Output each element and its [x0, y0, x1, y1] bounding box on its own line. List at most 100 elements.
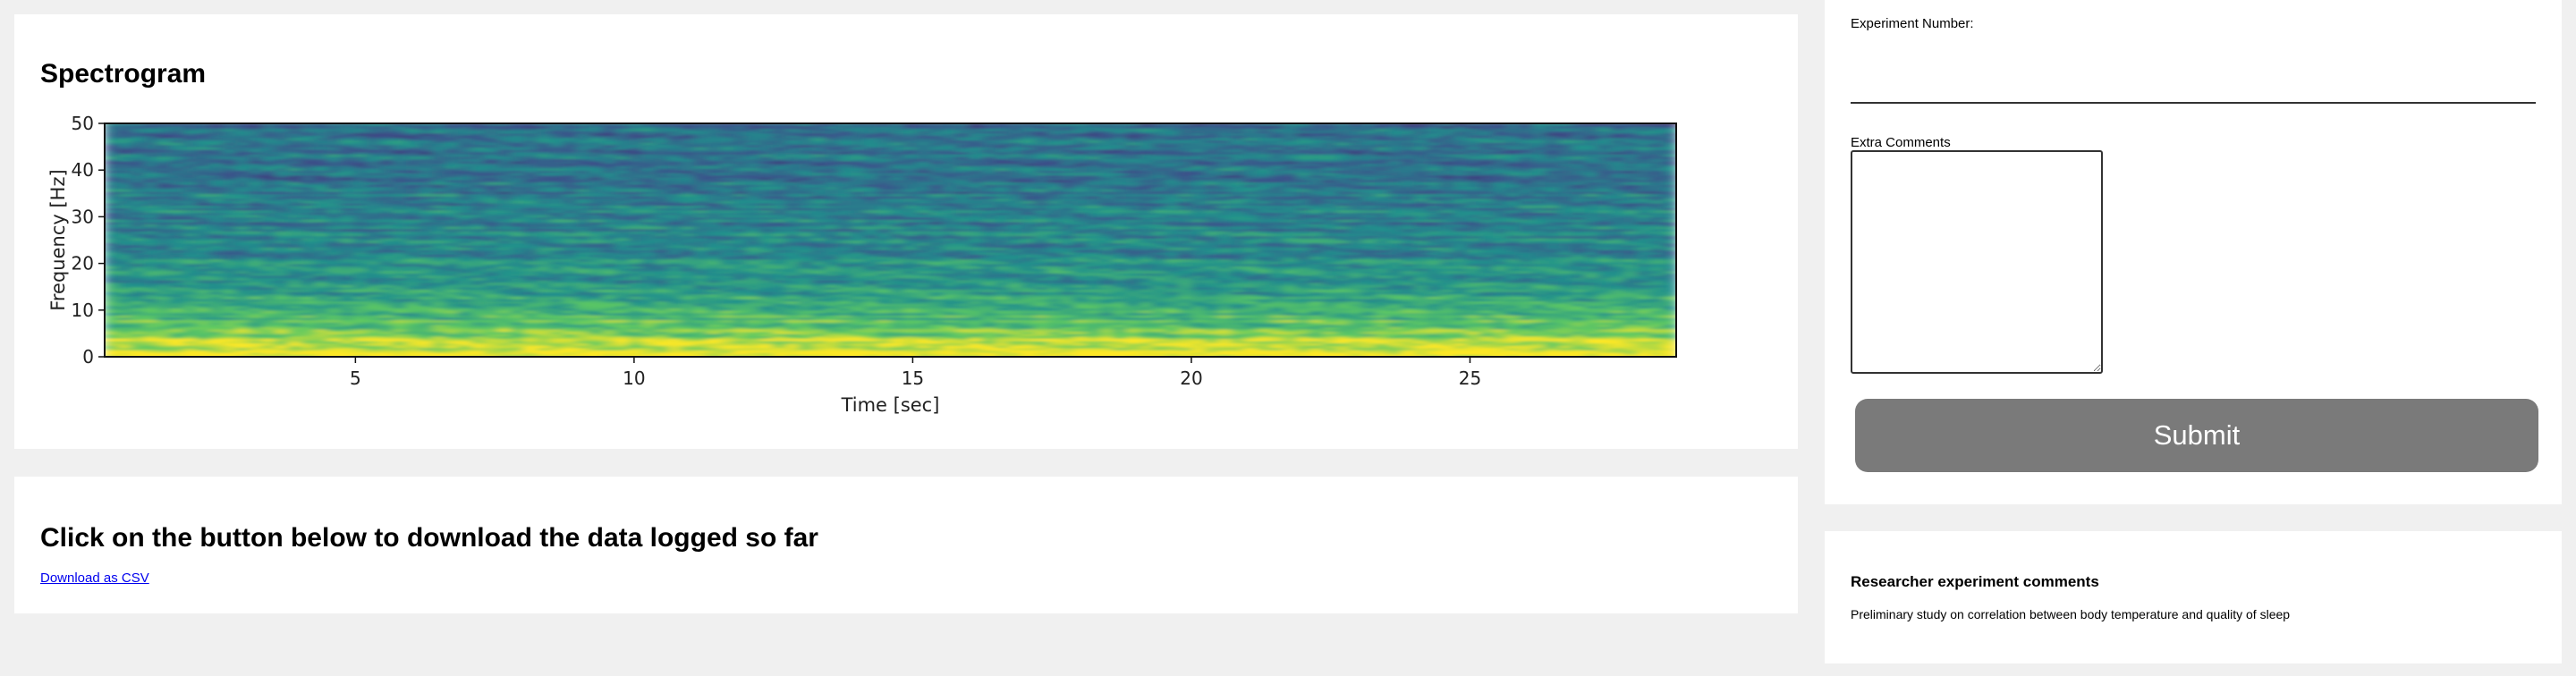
spectrogram-cell: [576, 338, 590, 342]
spectrogram-cell: [890, 266, 904, 269]
spectrogram-cell: [366, 293, 381, 297]
spectrogram-cell: [1270, 286, 1284, 291]
spectrogram-cell: [825, 338, 839, 342]
spectrogram-cell: [628, 293, 643, 297]
spectrogram-cell: [1414, 300, 1428, 304]
spectrogram-cell: [1584, 296, 1598, 300]
spectrogram-cell: [693, 350, 708, 353]
spectrogram-cell: [772, 277, 787, 281]
spectrogram-cell: [1401, 284, 1415, 288]
spectrogram-cell: [1361, 291, 1377, 295]
spectrogram-cell: [628, 302, 643, 307]
spectrogram-cell: [275, 273, 289, 276]
spectrogram-cell: [1257, 270, 1271, 274]
spectrogram-cell: [1401, 298, 1415, 302]
spectrogram-cell: [157, 284, 172, 288]
spectrogram-cell: [955, 342, 970, 346]
spectrogram-cell: [563, 315, 577, 318]
spectrogram-cell: [117, 305, 132, 308]
spectrogram-cell: [720, 266, 734, 269]
spectrogram-cell: [1270, 279, 1284, 283]
spectrogram-cell: [523, 302, 538, 307]
spectrogram-cell: [157, 291, 172, 295]
spectrogram-cell: [681, 328, 695, 333]
spectrogram-cell: [235, 279, 250, 283]
spectrogram-cell: [275, 317, 289, 321]
spectrogram-cell: [1558, 338, 1572, 342]
spectrogram-cell: [314, 293, 328, 297]
spectrogram-cell: [1021, 300, 1036, 304]
spectrogram-cell: [955, 312, 970, 316]
spectrogram-cell: [1479, 344, 1494, 349]
spectrogram-cell: [890, 300, 904, 304]
spectrogram-cell: [287, 315, 302, 318]
spectrogram-cell: [602, 300, 616, 304]
spectrogram-cell: [1597, 298, 1612, 302]
spectrogram-cell: [1087, 293, 1101, 297]
spectrogram-cell: [615, 289, 630, 292]
spectrogram-cell: [379, 291, 394, 295]
spectrogram-cell: [929, 333, 944, 337]
spectrogram-cell: [759, 305, 774, 308]
spectrogram-cell: [825, 319, 839, 323]
spectrogram-cell: [1243, 270, 1258, 274]
spectrogram-cell: [1649, 286, 1665, 291]
spectrogram-cell: [1493, 267, 1507, 272]
spectrogram-cell: [366, 296, 381, 300]
spectrogram-cell: [1231, 300, 1245, 304]
spectrogram-cell: [733, 289, 748, 292]
spectrogram-cell: [1466, 266, 1481, 269]
spectrogram-cell: [1047, 284, 1062, 288]
spectrogram-cell: [1152, 354, 1166, 357]
spectrogram-cell: [1243, 317, 1258, 321]
spectrogram-cell: [1283, 309, 1298, 314]
spectrogram-cell: [1361, 309, 1377, 314]
spectrogram-cell: [903, 291, 918, 295]
spectrogram-cell: [890, 273, 904, 276]
spectrogram-cell: [1571, 277, 1586, 281]
spectrogram-cell: [733, 279, 748, 283]
spectrogram-cell: [1427, 305, 1442, 308]
spectrogram-cell: [1047, 263, 1062, 267]
spectrogram-cell: [1008, 291, 1022, 295]
spectrogram-cell: [1493, 277, 1507, 281]
spectrogram-cell: [117, 321, 132, 325]
spectrogram-cell: [799, 308, 813, 311]
spectrogram-cell: [1401, 338, 1415, 342]
spectrogram-cell: [641, 354, 656, 357]
spectrogram-cell: [1139, 317, 1154, 321]
spectrogram-cell: [1519, 289, 1533, 292]
spectrogram-cell: [1440, 291, 1454, 295]
spectrogram-cell: [641, 342, 656, 346]
spectrogram-cell: [1479, 305, 1494, 308]
spectrogram-cell: [654, 282, 669, 285]
spectrogram-cell: [287, 335, 302, 339]
spectrogram-cell: [196, 344, 210, 349]
spectrogram-cell: [143, 331, 158, 334]
spectrogram-cell: [864, 266, 878, 269]
spectrogram-cell: [458, 286, 472, 291]
spectrogram-cell: [693, 279, 708, 283]
spectrogram-cell: [1375, 266, 1389, 269]
spectrogram-cell: [576, 260, 590, 265]
spectrogram-cell: [1479, 293, 1494, 297]
spectrogram-cell: [261, 298, 276, 302]
spectrogram-cell: [366, 347, 381, 351]
spectrogram-cell: [1152, 319, 1166, 323]
spectrogram-cell: [837, 350, 852, 353]
spectrogram-cell: [1584, 267, 1598, 272]
spectrogram-cell: [1519, 351, 1533, 356]
spectrogram-cell: [1571, 326, 1586, 330]
spectrogram-cell: [615, 266, 630, 269]
spectrogram-cell: [405, 317, 420, 321]
spectrogram-cell: [1479, 284, 1494, 288]
spectrogram-cell: [432, 326, 446, 330]
spectrogram-cell: [1191, 350, 1206, 353]
spectrogram-cell: [287, 260, 302, 265]
spectrogram-cell: [877, 300, 892, 304]
spectrogram-cell: [235, 300, 250, 304]
spectrogram-cell: [1519, 270, 1533, 274]
spectrogram-cell: [366, 351, 381, 356]
spectrogram-cell: [641, 326, 656, 330]
spectrogram-cell: [1047, 305, 1062, 308]
